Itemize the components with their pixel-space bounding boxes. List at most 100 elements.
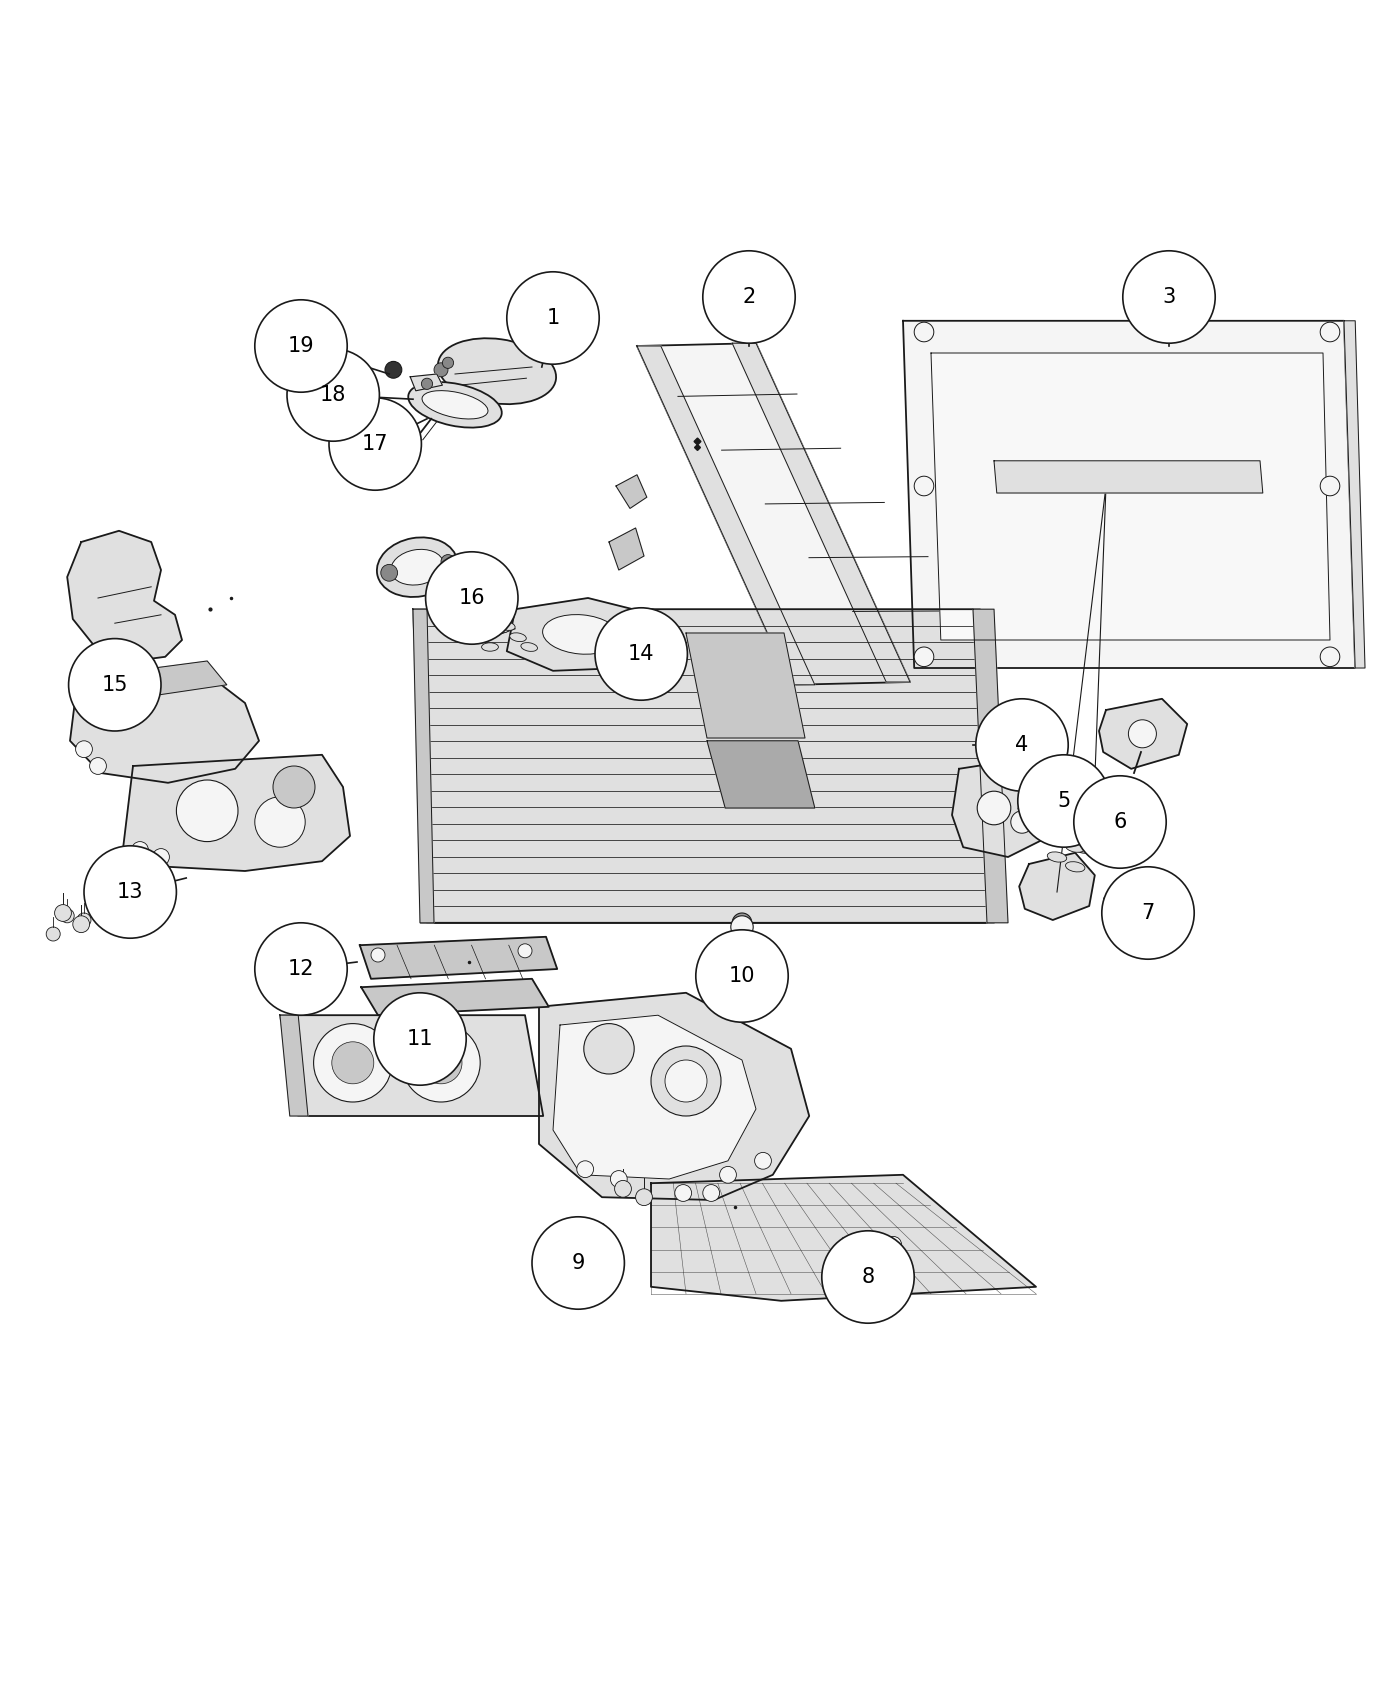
- Text: 14: 14: [629, 644, 654, 665]
- Circle shape: [420, 1042, 462, 1085]
- Polygon shape: [280, 1015, 308, 1115]
- Circle shape: [665, 1061, 707, 1102]
- Polygon shape: [70, 672, 259, 782]
- Circle shape: [421, 377, 433, 389]
- Circle shape: [976, 699, 1068, 790]
- Ellipse shape: [510, 632, 526, 641]
- Polygon shape: [1019, 853, 1095, 920]
- Polygon shape: [507, 598, 661, 672]
- Circle shape: [731, 916, 753, 938]
- Ellipse shape: [1053, 833, 1075, 845]
- Circle shape: [885, 1236, 902, 1253]
- Ellipse shape: [409, 382, 501, 428]
- Ellipse shape: [1047, 833, 1067, 843]
- Text: 11: 11: [407, 1028, 433, 1049]
- Circle shape: [696, 930, 788, 1022]
- Ellipse shape: [1065, 842, 1085, 852]
- Circle shape: [1128, 719, 1156, 748]
- Circle shape: [1320, 323, 1340, 342]
- Circle shape: [584, 1023, 634, 1074]
- Ellipse shape: [1047, 852, 1067, 862]
- Text: 6: 6: [1113, 813, 1127, 831]
- Circle shape: [735, 955, 749, 969]
- Polygon shape: [539, 993, 809, 1200]
- Text: 12: 12: [288, 959, 314, 979]
- Circle shape: [636, 1188, 652, 1205]
- Text: 15: 15: [102, 675, 127, 695]
- Circle shape: [1011, 811, 1033, 833]
- Circle shape: [371, 949, 385, 962]
- Polygon shape: [413, 609, 994, 923]
- Polygon shape: [686, 632, 805, 738]
- Circle shape: [675, 1185, 692, 1202]
- Polygon shape: [1344, 321, 1365, 668]
- Circle shape: [1123, 252, 1215, 343]
- Circle shape: [615, 1180, 631, 1197]
- Polygon shape: [410, 374, 442, 391]
- Circle shape: [442, 357, 454, 369]
- Polygon shape: [637, 343, 910, 685]
- Circle shape: [76, 741, 92, 758]
- Polygon shape: [732, 343, 910, 682]
- Circle shape: [518, 944, 532, 957]
- Polygon shape: [413, 609, 434, 923]
- Circle shape: [1018, 755, 1110, 847]
- Circle shape: [914, 476, 934, 496]
- Ellipse shape: [377, 537, 458, 597]
- Text: 8: 8: [861, 1266, 875, 1287]
- Ellipse shape: [484, 610, 501, 619]
- Circle shape: [1102, 867, 1194, 959]
- Ellipse shape: [1065, 862, 1085, 872]
- Text: 9: 9: [571, 1253, 585, 1273]
- Circle shape: [703, 1185, 720, 1202]
- Ellipse shape: [493, 624, 510, 632]
- Circle shape: [755, 1153, 771, 1170]
- Circle shape: [69, 639, 161, 731]
- Circle shape: [577, 1161, 594, 1178]
- Circle shape: [329, 398, 421, 490]
- Polygon shape: [360, 937, 557, 979]
- Circle shape: [84, 847, 176, 938]
- Text: 4: 4: [1015, 734, 1029, 755]
- Polygon shape: [616, 474, 647, 508]
- Circle shape: [1074, 775, 1166, 869]
- Ellipse shape: [543, 615, 619, 654]
- Text: 1: 1: [546, 308, 560, 328]
- Circle shape: [651, 1046, 721, 1115]
- Polygon shape: [280, 1015, 543, 1115]
- Polygon shape: [361, 979, 549, 1015]
- Circle shape: [385, 362, 402, 377]
- Circle shape: [822, 1231, 914, 1323]
- Ellipse shape: [1074, 821, 1096, 833]
- Circle shape: [77, 913, 91, 927]
- Polygon shape: [553, 1015, 756, 1180]
- Polygon shape: [123, 755, 350, 870]
- Circle shape: [46, 927, 60, 942]
- Text: 16: 16: [458, 588, 486, 609]
- Circle shape: [176, 780, 238, 842]
- Text: 3: 3: [1162, 287, 1176, 308]
- Polygon shape: [994, 461, 1263, 493]
- Ellipse shape: [391, 549, 444, 585]
- Text: 2: 2: [742, 287, 756, 308]
- Circle shape: [153, 848, 169, 865]
- Polygon shape: [1099, 699, 1187, 768]
- Ellipse shape: [475, 632, 491, 641]
- Text: 5: 5: [1057, 790, 1071, 811]
- Ellipse shape: [438, 338, 556, 405]
- Circle shape: [60, 910, 74, 923]
- Text: 13: 13: [118, 882, 143, 903]
- Circle shape: [73, 916, 90, 933]
- Circle shape: [732, 913, 752, 933]
- Ellipse shape: [1056, 813, 1078, 824]
- Circle shape: [914, 648, 934, 666]
- Polygon shape: [651, 1175, 1036, 1300]
- Polygon shape: [952, 758, 1050, 857]
- Circle shape: [434, 362, 448, 377]
- Circle shape: [255, 797, 305, 847]
- Polygon shape: [903, 321, 1355, 668]
- Ellipse shape: [482, 643, 498, 651]
- Circle shape: [595, 609, 687, 700]
- Text: 7: 7: [1141, 903, 1155, 923]
- Circle shape: [914, 323, 934, 342]
